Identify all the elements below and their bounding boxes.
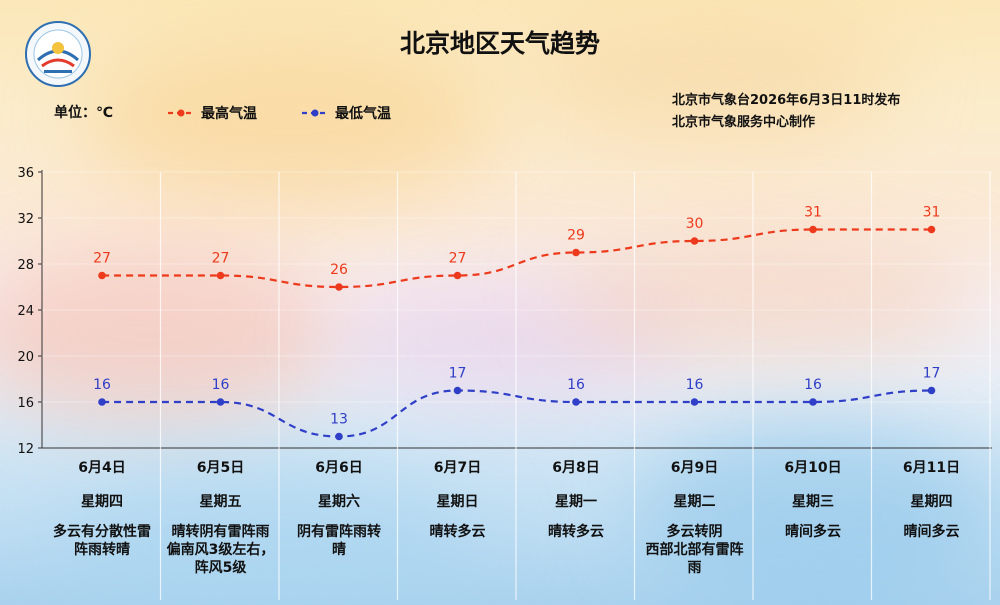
y-tick-label: 32 [17,212,34,227]
forecast-text: 晴转多云 [548,523,604,540]
date-label: 6月7日 [434,460,481,476]
low-temp-point [572,398,580,406]
high-temp-point [690,237,699,245]
high-temp-label: 27 [212,251,230,267]
y-tick-label: 20 [17,350,34,365]
low-temp-label: 16 [804,377,822,393]
high-temp-label: 27 [93,251,111,267]
low-temp-point [98,398,106,406]
low-temp-point [927,386,936,395]
high-temp-point [927,225,936,234]
forecast-text: 晴间多云 [904,523,960,540]
high-temp-point [98,271,106,280]
weekday-label: 星期一 [555,494,597,510]
date-label: 6月5日 [197,460,244,476]
y-tick-label: 16 [17,396,34,411]
y-tick-label: 36 [17,166,34,181]
high-temp-label: 30 [686,216,704,232]
low-temp-point [453,386,462,395]
meteorological-service-logo-icon [25,21,91,87]
weekday-label: 星期四 [911,494,953,510]
forecast-text: 晴间多云 [785,523,841,540]
forecast-text: 晴转多云 [430,523,486,540]
weekday-label: 星期四 [81,494,123,510]
date-label: 6月10日 [784,460,841,476]
legend-label: 最高气温 [201,105,257,122]
low-temp-label: 17 [449,366,467,382]
low-temp-label: 16 [567,377,585,393]
y-tick-label: 24 [17,304,34,319]
forecast-text: 多云转阴 [667,523,723,540]
y-tick-label: 28 [17,258,34,273]
weekday-label: 星期六 [318,493,360,510]
background-wash [60,470,480,605]
background-wash [520,10,900,150]
forecast-text: 阴有雷阵雨转 [297,523,381,540]
low-temp-label: 17 [923,366,941,382]
date-label: 6月8日 [552,460,599,476]
date-label: 6月9日 [671,460,718,476]
high-temp-label: 26 [330,262,348,278]
unit-label: 单位：℃ [54,104,113,121]
low-temp-point [809,398,817,406]
weekday-label: 星期五 [200,494,242,510]
weekday-label: 星期三 [792,494,834,510]
high-temp-label: 27 [449,251,467,267]
weekday-label: 星期日 [437,494,479,510]
forecast-text: 晴转阴有雷阵雨 [172,523,270,540]
background-wash [0,250,340,420]
high-temp-point [809,225,817,234]
high-temp-label: 31 [923,205,941,221]
high-temp-point [216,271,225,280]
forecast-text: 阵雨转晴 [74,541,130,558]
low-temp-point [216,398,225,406]
legend-marker [177,109,185,117]
publish-note: 北京市气象台2026年6月3日11时发布 [672,92,900,108]
y-tick-label: 12 [17,442,34,457]
date-label: 6月6日 [315,460,362,476]
low-temp-label: 13 [330,412,348,428]
low-temp-line [102,389,932,438]
high-temp-point [453,271,462,280]
high-temp-point [572,248,580,257]
weekday-label: 星期二 [674,494,716,510]
legend-label: 最低气温 [335,105,391,122]
forecast-text: 雨 [688,560,702,576]
forecast-text: 晴 [332,541,346,558]
forecast-text: 多云有分散性雷 [53,523,151,540]
low-temp-label: 16 [212,377,230,393]
date-label: 6月4日 [78,460,125,476]
producer-note: 北京市气象服务中心制作 [672,114,815,130]
low-temp-point [690,398,699,406]
background-wash [640,420,1000,605]
forecast-text: 阵风5级 [195,559,248,576]
date-label: 6月11日 [903,460,960,476]
low-temp-label: 16 [93,377,111,393]
legend-marker [311,109,319,117]
low-temp-label: 16 [686,377,704,393]
high-temp-label: 31 [804,205,822,221]
background-wash [560,240,980,360]
forecast-text: 偏南风3级左右， [167,541,275,558]
high-temp-point [335,283,343,291]
high-temp-label: 29 [567,228,585,244]
low-temp-point [335,432,343,441]
forecast-text: 西部北部有雷阵 [646,541,744,558]
background-wash [80,40,500,200]
chart-title: 北京地区天气趋势 [400,29,600,58]
